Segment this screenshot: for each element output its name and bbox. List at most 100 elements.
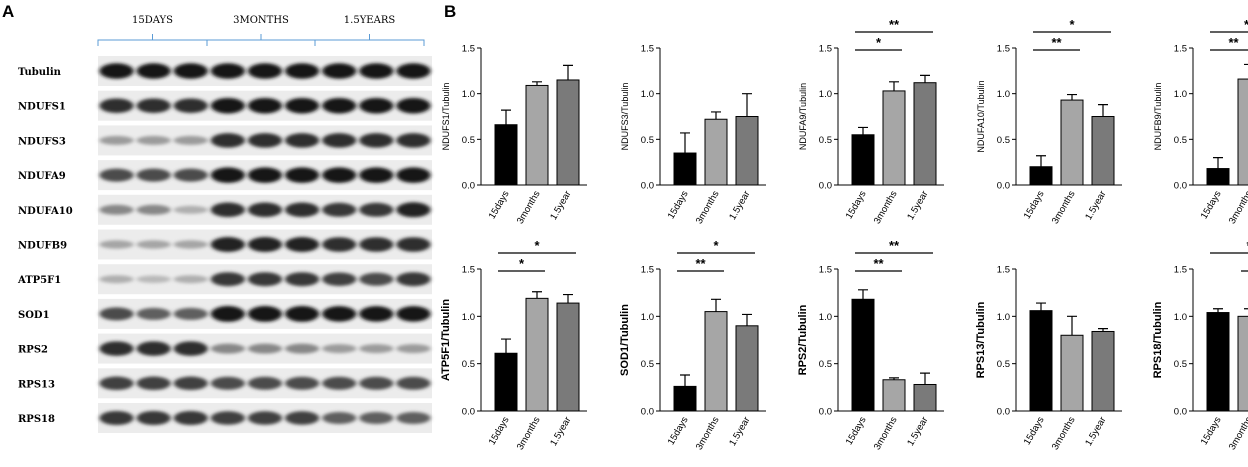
bar	[851, 298, 875, 412]
y-tick-label: 1.0	[641, 89, 654, 100]
blot-band	[359, 237, 394, 252]
x-tick-label: 15days	[1022, 415, 1047, 447]
blot-band	[359, 344, 394, 354]
blot-band	[322, 306, 357, 322]
blot-band	[322, 202, 357, 217]
y-axis-label: NDUFA9/Tubulin	[798, 83, 808, 150]
y-tick-label: 0.0	[997, 181, 1010, 192]
y-tick-label: 0.0	[641, 407, 654, 418]
x-tick-label: 1.5year	[1083, 189, 1108, 222]
error-bar	[920, 74, 930, 83]
y-axis-label: RPS18/Tubulin	[1152, 301, 1164, 378]
group-bracket	[314, 34, 425, 46]
blot-band	[322, 412, 357, 424]
blot-band	[396, 202, 431, 218]
blot-band	[396, 376, 431, 390]
blot-band	[210, 63, 245, 79]
bar	[735, 325, 759, 412]
blot-band	[396, 272, 431, 287]
blot-band	[247, 411, 283, 425]
bar-chart: 0.0 0.5 1.0 1.5 NDUFA10/Tubulin 15days 3months…	[976, 17, 1122, 226]
bar	[882, 90, 906, 186]
error-bar	[501, 338, 511, 354]
error-bar	[742, 93, 752, 117]
blot-band	[247, 133, 283, 148]
y-tick-label: 1.0	[819, 89, 832, 100]
blot-band	[322, 97, 357, 114]
blot-band	[285, 272, 320, 287]
blot-row-label: NDUFS3	[18, 136, 66, 147]
blot-band	[285, 133, 320, 148]
x-tick-label: 3months	[1227, 415, 1248, 452]
error-bar	[1067, 93, 1077, 101]
y-tick-label: 1.0	[997, 89, 1010, 100]
blot-band	[210, 306, 245, 322]
error-bar	[1098, 328, 1108, 332]
significance-marker: *	[876, 35, 882, 50]
bar	[1237, 315, 1248, 412]
error-bar	[532, 291, 542, 299]
bar	[494, 124, 518, 186]
blot-band	[173, 135, 208, 145]
bar	[1206, 168, 1230, 186]
x-tick-label: 15days	[487, 415, 512, 447]
blot-band	[99, 135, 134, 145]
blot-band	[285, 343, 320, 354]
western-blot: 15DAYS 3MONTHS 1.5YEARS Tubulin NDUFS1 NDUFS3…	[17, 15, 432, 433]
panel-label-a: A	[2, 2, 14, 21]
blot-band	[173, 341, 208, 356]
x-tick-label: 1.5year	[1083, 415, 1108, 448]
blot-band	[396, 167, 431, 183]
blot-band	[247, 202, 283, 218]
blot-band	[99, 168, 134, 182]
blot-band	[247, 343, 283, 354]
blot-band	[396, 237, 431, 252]
y-tick-label: 1.5	[819, 44, 832, 55]
error-bar	[532, 81, 542, 86]
y-tick-label: 1.5	[462, 265, 475, 276]
error-bar	[858, 126, 868, 135]
error-bar	[1213, 308, 1223, 313]
blot-band	[247, 97, 283, 114]
y-tick-label: 0.0	[997, 407, 1010, 418]
blot-band	[173, 376, 208, 391]
significance-marker: *	[534, 238, 540, 253]
error-bar	[742, 313, 752, 326]
y-tick-label: 0.0	[819, 407, 832, 418]
bar	[704, 311, 728, 412]
blot-band	[99, 240, 134, 249]
blot-row-label: Tubulin	[18, 67, 62, 78]
bar	[556, 79, 580, 186]
blot-band	[210, 376, 245, 390]
blot-band	[322, 133, 357, 148]
error-bar	[889, 377, 899, 380]
blot-band	[136, 98, 171, 113]
y-tick-label: 1.5	[641, 265, 654, 276]
blot-band	[136, 411, 171, 425]
x-tick-label: 15days	[844, 415, 869, 447]
error-bar	[858, 289, 868, 300]
error-bar	[680, 374, 690, 387]
blot-band	[136, 275, 171, 283]
y-tick-label: 1.5	[1174, 44, 1187, 55]
blot-band	[173, 205, 208, 214]
bar	[1029, 310, 1053, 412]
blot-band	[285, 237, 320, 252]
y-axis-label: RPS13/Tubulin	[975, 301, 987, 378]
y-tick-label: 1.0	[997, 312, 1010, 323]
significance-marker: **	[889, 238, 900, 253]
x-tick-label: 15days	[1022, 189, 1047, 221]
error-bar	[680, 132, 690, 154]
significance-marker: **	[1051, 35, 1062, 50]
y-tick-label: 1.5	[819, 265, 832, 276]
y-tick-label: 0.5	[641, 359, 654, 370]
blot-row-label: RPS2	[18, 345, 48, 356]
y-tick-label: 0.0	[462, 407, 475, 418]
y-axis-label: NDUFA10/Tubulin	[976, 80, 986, 152]
blot-band	[247, 376, 283, 390]
blot-band	[285, 63, 320, 79]
bar	[494, 352, 518, 412]
y-axis-label: SOD1/Tubulin	[619, 304, 631, 376]
y-axis-label: NDUFB9/Tubulin	[1153, 83, 1163, 151]
group-bracket	[97, 34, 208, 46]
